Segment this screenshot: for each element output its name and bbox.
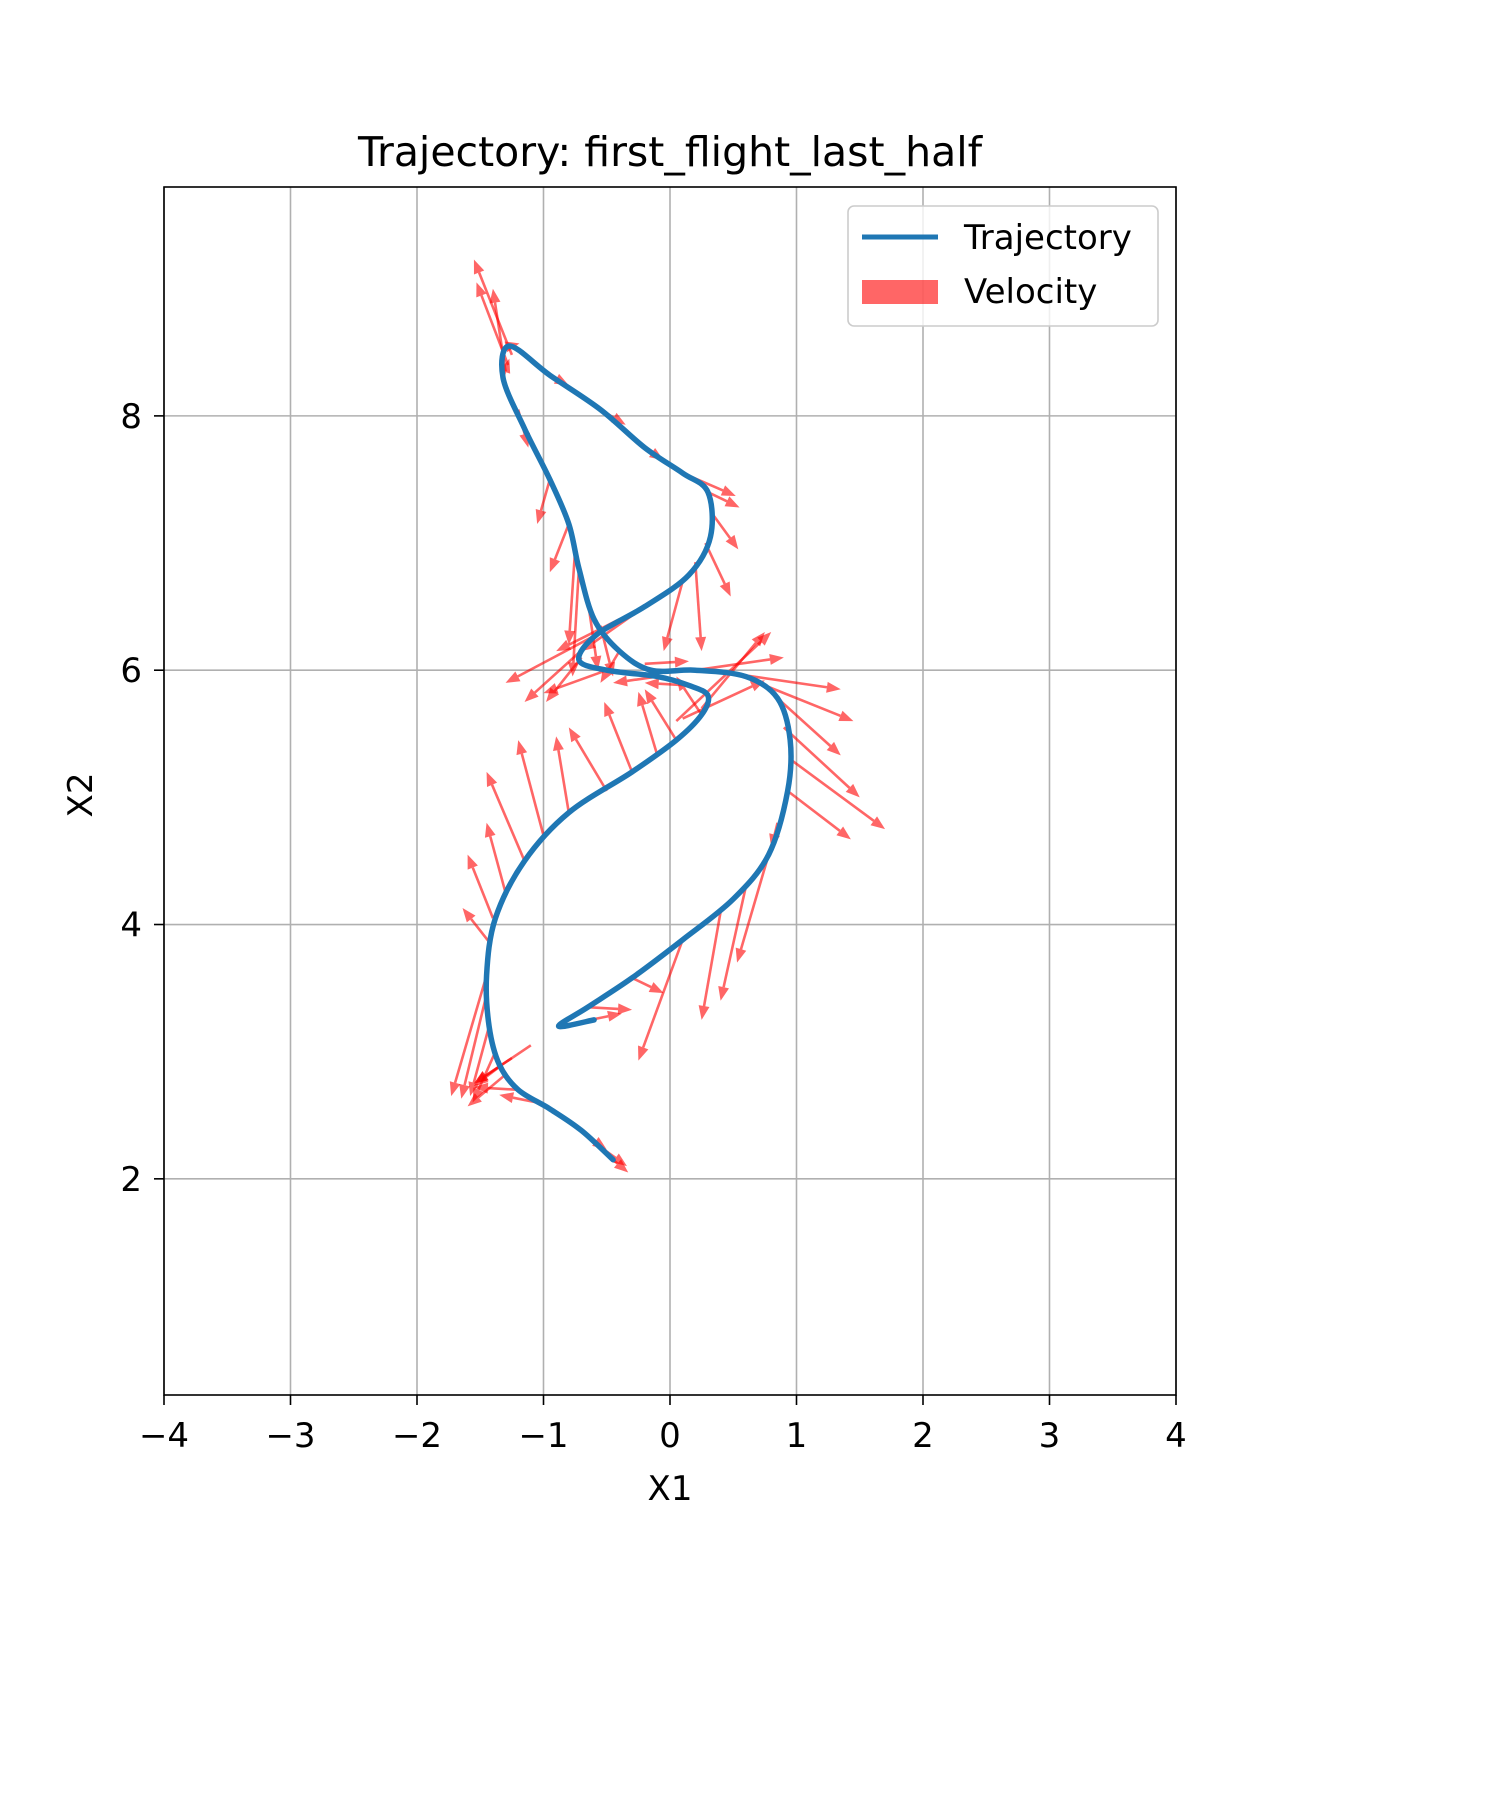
velocity-arrow (631, 976, 664, 994)
velocity-arrow (467, 854, 495, 919)
x-tick-label: −4 (139, 1416, 189, 1456)
plot-area (163, 186, 1177, 1396)
chart-title: Trajectory: first_flight_last_half (357, 128, 984, 176)
velocity-arrow (675, 632, 772, 723)
velocity-arrow (568, 727, 608, 792)
y-tick-label: 2 (120, 1160, 142, 1200)
velocity-arrow (486, 771, 526, 862)
x-axis: −4 −3 −2 −1 0 1 2 3 4 (139, 1395, 1187, 1456)
velocity-arrow (587, 1003, 633, 1015)
legend-trajectory-label: Trajectory (963, 218, 1132, 258)
velocity-arrow (604, 701, 634, 773)
velocity-arrow (549, 523, 571, 573)
x-axis-label: X1 (648, 1469, 693, 1509)
velocity-arrow (449, 975, 488, 1097)
x-tick-label: 0 (659, 1416, 681, 1456)
velocity-arrow (644, 656, 689, 668)
velocity-arrow (662, 580, 684, 652)
y-tick-label: 6 (120, 651, 142, 691)
velocity-arrow (535, 479, 552, 524)
velocity-arrow (462, 907, 492, 945)
velocity-arrow (505, 633, 598, 683)
x-tick-label: 1 (786, 1416, 808, 1456)
velocity-arrow (473, 1065, 501, 1087)
x-tick-label: −3 (265, 1416, 315, 1456)
legend-velocity-label: Velocity (964, 272, 1097, 312)
velocity-arrow (644, 689, 678, 741)
velocity-arrow (789, 758, 886, 830)
y-tick-label: 8 (120, 397, 142, 437)
x-tick-label: 4 (1165, 1416, 1187, 1456)
velocity-arrow (516, 740, 545, 836)
legend: Trajectory Velocity (847, 205, 1159, 327)
velocity-arrow (735, 854, 770, 963)
velocity-arrow (484, 822, 507, 894)
velocity-arrow (718, 886, 748, 1001)
velocity-arrow (638, 939, 684, 1061)
velocity-arrow (776, 697, 841, 756)
x-tick-label: 3 (1039, 1416, 1061, 1456)
x-tick-label: −1 (518, 1416, 568, 1456)
y-axis: 2 4 6 8 (120, 397, 164, 1200)
velocity-arrow (553, 736, 571, 813)
x-tick-label: 2 (912, 1416, 934, 1456)
trajectory-line (483, 343, 794, 1163)
velocity-arrow (694, 562, 707, 652)
x-tick-label: −2 (392, 1416, 442, 1456)
velocity-arrow (567, 568, 581, 677)
trajectory-series (483, 343, 794, 1163)
velocity-arrow (459, 994, 488, 1099)
velocity-arrow (786, 789, 851, 840)
velocity-arrow (698, 911, 722, 1020)
velocity-arrow (564, 549, 577, 645)
velocity-arrow (637, 691, 659, 756)
legend-velocity-swatch (862, 280, 938, 304)
velocity-arrow (782, 726, 860, 798)
y-tick-label: 4 (120, 906, 142, 946)
y-axis-label: X2 (61, 773, 101, 818)
